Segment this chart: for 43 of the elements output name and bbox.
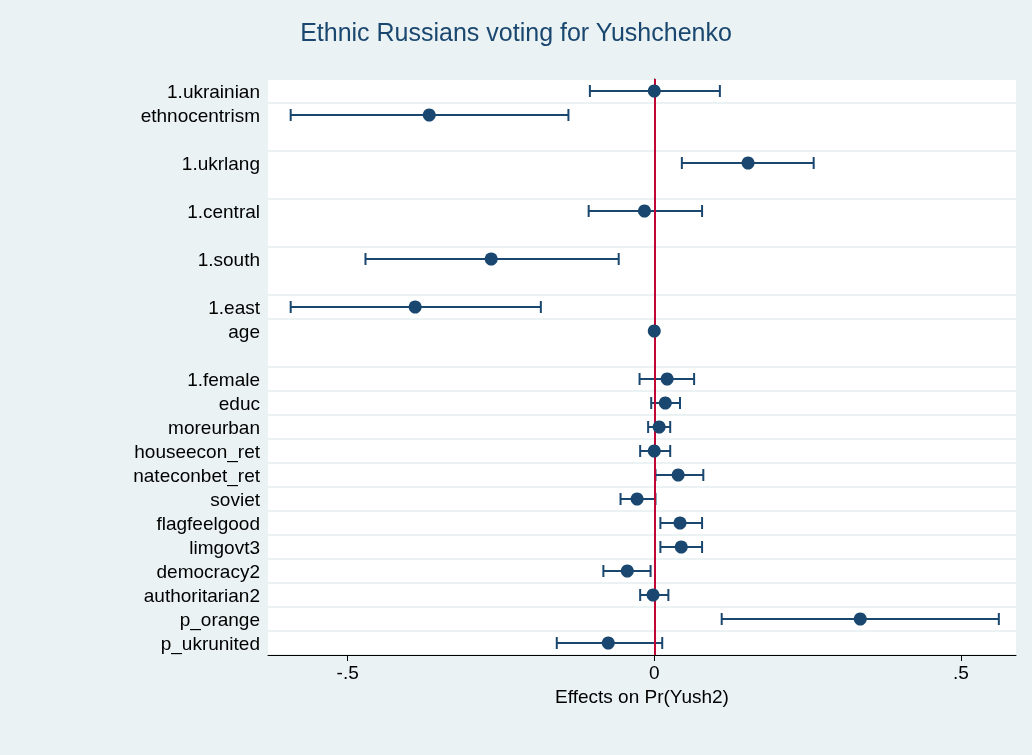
y-tick-label: 1.ukrlang (181, 152, 260, 174)
y-tick-label: democracy2 (156, 560, 260, 582)
point (660, 372, 674, 386)
point (647, 444, 661, 458)
y-tick-label: authoritarian2 (143, 584, 260, 606)
x-axis-title: Effects on Pr(Yush2) (555, 685, 729, 707)
y-tick-label: nateconbet_ret (133, 464, 261, 487)
point (646, 588, 660, 602)
y-tick-label: 1.female (187, 368, 260, 390)
y-tick-label: p_ukrunited (160, 632, 260, 655)
point (658, 396, 672, 410)
y-tick-label: p_orange (179, 608, 260, 631)
y-tick-label: 1.central (187, 200, 260, 222)
point (620, 564, 634, 578)
point (671, 468, 685, 482)
y-tick-label: age (228, 320, 260, 342)
y-tick-label: flagfeelgood (156, 512, 260, 534)
point (741, 156, 755, 170)
point (647, 84, 661, 98)
point (601, 636, 615, 650)
chart-title: Ethnic Russians voting for Yushchenko (300, 17, 732, 46)
point (408, 300, 422, 314)
y-tick-label: 1.ukrainian (167, 80, 260, 102)
point (637, 204, 651, 218)
y-tick-label: houseecon_ret (134, 440, 261, 463)
point (647, 324, 661, 338)
point (652, 420, 666, 434)
point (630, 492, 644, 506)
y-tick-label: moreurban (168, 416, 260, 438)
y-tick-label: limgovt3 (189, 536, 260, 558)
point (853, 612, 867, 626)
point (484, 252, 498, 266)
point (673, 516, 687, 530)
x-tick-label: .5 (952, 662, 969, 683)
x-tick-label: 0 (648, 662, 660, 683)
point (422, 108, 436, 122)
y-tick-label: 1.east (208, 296, 261, 318)
point (674, 540, 688, 554)
x-tick-label: -.5 (336, 662, 359, 683)
y-tick-label: soviet (210, 488, 261, 510)
y-tick-label: ethnocentrism (140, 104, 260, 126)
y-tick-label: 1.south (197, 248, 260, 270)
y-tick-label: educ (218, 392, 260, 414)
